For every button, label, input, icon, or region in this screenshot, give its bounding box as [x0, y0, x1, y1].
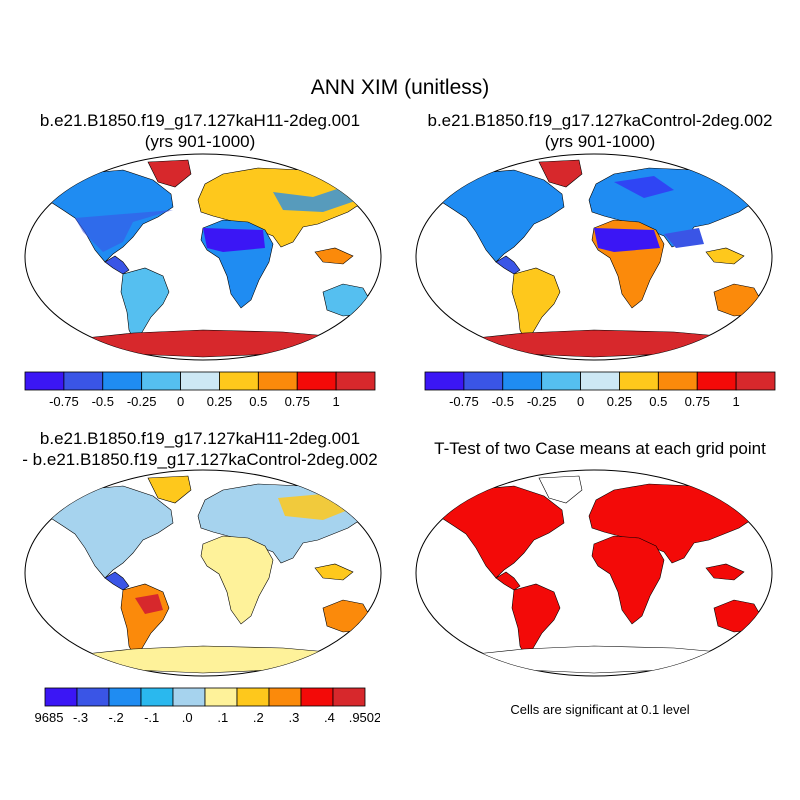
colorbar-tick-label: 0.5	[249, 394, 267, 409]
colorbar-swatch	[541, 371, 581, 391]
colorbar-tick-label: .3	[288, 710, 299, 725]
australia-region	[322, 599, 372, 633]
colorbar-tick-label: .1	[217, 710, 228, 725]
map-case1	[24, 153, 382, 361]
australia-region	[713, 283, 763, 317]
asia-interior-region	[273, 187, 358, 212]
panel3-title: b.e21.B1850.f19_g17.127kaH11-2deg.001 - …	[0, 428, 400, 470]
colorbar-tick-label: 0.75	[685, 394, 710, 409]
colorbar-tick-label: 1	[332, 394, 339, 409]
colorbar-swatch	[696, 371, 737, 391]
colorbar-tick-label: 0	[577, 394, 584, 409]
colorbar-tick-label: .9502	[349, 710, 380, 725]
colorbar-tick-label: 0.5	[649, 394, 667, 409]
colorbar-swatch	[140, 687, 174, 707]
colorbar-tick-label: 0.75	[285, 394, 310, 409]
colorbar-tick-label: -0.25	[127, 394, 157, 409]
colorbar-swatch	[735, 371, 776, 391]
colorbar-tick-label: .2	[253, 710, 264, 725]
colorbar-tick-label: -0.75	[49, 394, 79, 409]
colorbar-swatch	[580, 371, 620, 391]
panel3-title-line2: - b.e21.B1850.f19_g17.127kaControl-2deg.…	[22, 450, 378, 469]
colorbar-swatch	[463, 371, 504, 391]
panel4-title: T-Test of two Case means at each grid po…	[400, 438, 800, 459]
colorbar-swatch	[502, 371, 543, 391]
colorbar-swatch	[300, 687, 334, 707]
colorbar-swatch	[332, 687, 366, 707]
colorbar-tick-label: -0.75	[449, 394, 479, 409]
colorbar-swatch	[257, 371, 298, 391]
colorbar-swatch	[24, 371, 65, 391]
australia-region	[322, 283, 372, 317]
map-difference	[24, 469, 382, 677]
colorbar-labels: -0.75 -0.5 -0.25 0 0.25 0.5 0.75 1	[449, 394, 740, 409]
colorbar-tick-label: -.1	[144, 710, 159, 725]
colorbar-tick-label: -.2	[109, 710, 124, 725]
colorbar-case2: -0.75 -0.5 -0.25 0 0.25 0.5 0.75 1	[424, 371, 776, 409]
colorbar-swatch	[204, 687, 238, 707]
panel2-title-line1: b.e21.B1850.f19_g17.127kaControl-2deg.00…	[427, 111, 773, 130]
sahara-region	[203, 228, 265, 252]
panel1-title-line1: b.e21.B1850.f19_g17.127kaH11-2deg.001	[39, 111, 361, 130]
colorbar-swatch	[268, 687, 302, 707]
panel2-title-line2: (yrs 901-1000)	[544, 132, 656, 151]
colorbar-tick-label: 1	[732, 394, 739, 409]
colorbar-tick-label: 0.25	[207, 394, 232, 409]
panel4-title-line1: T-Test of two Case means at each grid po…	[434, 439, 766, 458]
colorbar-tick-label: -0.5	[492, 394, 514, 409]
colorbar-swatch	[424, 371, 465, 391]
panel1-title-line2: (yrs 901-1000)	[144, 132, 256, 151]
panel2-title: b.e21.B1850.f19_g17.127kaControl-2deg.00…	[400, 110, 800, 152]
colorbar-difference: -.9685 -.3 -.2 -.1 .0 .1 .2 .3 .4 .9502	[35, 687, 380, 725]
colorbar-boxes	[424, 371, 776, 391]
colorbar-swatch	[63, 371, 104, 391]
colorbar-swatch	[619, 371, 659, 391]
colorbar-boxes	[44, 687, 366, 707]
colorbar-swatch	[236, 687, 270, 707]
colorbar-swatch	[102, 371, 143, 391]
colorbar-labels: -0.75 -0.5 -0.25 0 0.25 0.5 0.75 1	[49, 394, 340, 409]
map-significance	[415, 469, 773, 677]
siberia-region	[614, 176, 674, 198]
colorbar-swatch	[335, 371, 376, 391]
colorbar-swatch	[172, 687, 206, 707]
figure-title: ANN XIM (unitless)	[310, 76, 490, 99]
sahara-region	[594, 228, 660, 252]
colorbar-swatch	[44, 687, 78, 707]
colorbar-tick-label: -.3	[73, 710, 88, 725]
colorbar-swatch	[108, 687, 142, 707]
colorbar-tick-label: 0.25	[607, 394, 632, 409]
colorbar-case1: -0.75 -0.5 -0.25 0 0.25 0.5 0.75 1	[24, 371, 376, 409]
amazon-region	[135, 594, 163, 614]
colorbar-tick-label: .4	[324, 710, 335, 725]
colorbar-labels: -.9685 -.3 -.2 -.1 .0 .1 .2 .3 .4 .9502	[35, 710, 380, 725]
colorbar-tick-label: -0.25	[527, 394, 557, 409]
map-case2	[415, 153, 773, 361]
colorbar-swatch	[141, 371, 181, 391]
panel1-title: b.e21.B1850.f19_g17.127kaH11-2deg.001 (y…	[0, 110, 400, 152]
colorbar-swatch	[296, 371, 337, 391]
colorbar-tick-label: -.9685	[35, 710, 63, 725]
colorbar-tick-label: 0	[177, 394, 184, 409]
na-south-region	[75, 210, 173, 252]
colorbar-tick-label: -0.5	[92, 394, 114, 409]
arabia-region	[664, 228, 704, 248]
colorbar-tick-label: .0	[182, 710, 193, 725]
panel3-title-line1: b.e21.B1850.f19_g17.127kaH11-2deg.001	[39, 429, 361, 448]
colorbar-boxes	[24, 371, 376, 391]
colorbar-swatch	[180, 371, 220, 391]
colorbar-swatch	[76, 687, 110, 707]
significance-note: Cells are significant at 0.1 level	[510, 702, 690, 717]
colorbar-swatch	[657, 371, 698, 391]
colorbar-swatch	[219, 371, 259, 391]
australia-region	[713, 599, 763, 633]
